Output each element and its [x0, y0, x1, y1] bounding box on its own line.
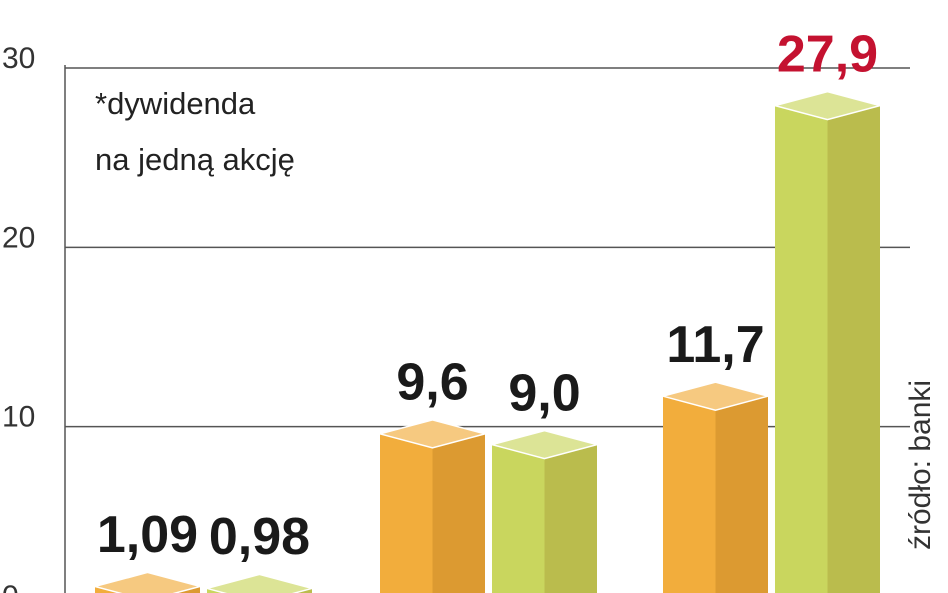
bar-face: [715, 396, 768, 593]
bar-highlight: [489, 429, 600, 460]
value-label: 1,09: [97, 506, 198, 564]
bar-face: [775, 105, 828, 593]
bar-highlight: [92, 571, 203, 593]
bar-highlight: [772, 90, 883, 121]
value-label: 0,98: [209, 508, 310, 566]
y-tick-label: 10: [2, 401, 35, 434]
bar-highlight: [377, 419, 488, 449]
value-label: 27,9: [777, 25, 878, 83]
bar-face: [432, 433, 485, 593]
bar-highlight: [204, 573, 315, 593]
bar-face: [544, 444, 597, 593]
bar-shade: [432, 433, 485, 593]
bar-top: [207, 574, 312, 593]
value-label: 11,7: [666, 316, 764, 374]
y-tick-label: 20: [2, 221, 35, 254]
y-tick-label: 0: [2, 580, 19, 593]
bar-shade: [827, 105, 880, 593]
annotation: *dywidenda: [95, 86, 256, 121]
source: źródło: banki: [904, 380, 937, 550]
bar-face: [492, 444, 545, 593]
value-label: 9,6: [396, 354, 468, 412]
bar-top: [95, 572, 200, 593]
bar-face: [663, 396, 716, 593]
bar-highlight: [660, 381, 771, 411]
bar-face: [827, 105, 880, 593]
annotation: na jedną akcję: [95, 142, 295, 177]
bar-shade: [715, 396, 768, 593]
bar-face: [380, 433, 433, 593]
y-tick-label: 30: [2, 42, 35, 75]
value-label: 9,0: [508, 364, 580, 422]
bar-shade: [544, 444, 597, 593]
